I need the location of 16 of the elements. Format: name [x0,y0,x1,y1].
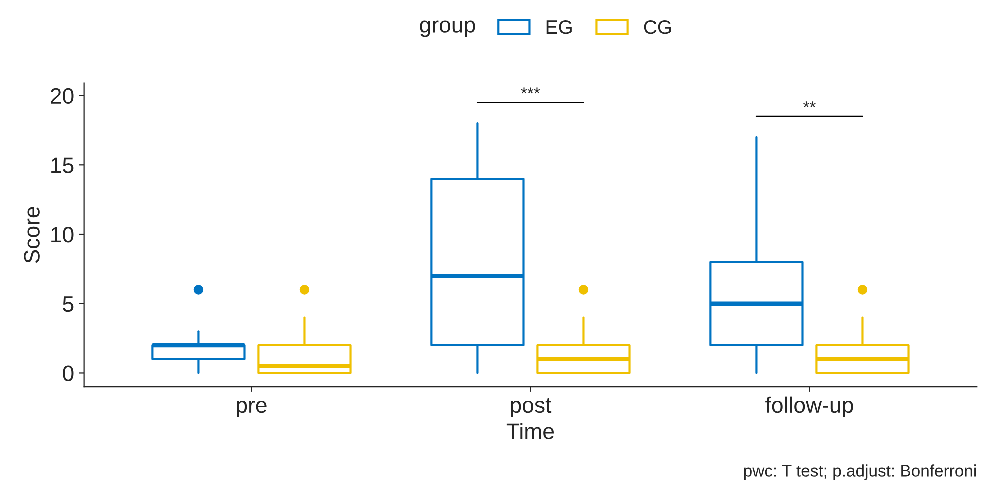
y-tick-label: 20 [51,88,74,104]
y-tick-label: 5 [63,296,74,312]
x-tick-label: follow-up [766,396,854,418]
legend-title: group [420,20,476,38]
x-tick-label: pre [237,400,267,418]
y-tick-label: 15 [52,158,74,174]
y-tick-label: 0 [63,366,74,382]
annotation: *** [521,88,540,94]
y-axis-title: Score [24,207,40,264]
y-tick-label: 10 [52,227,74,243]
annotation: ** [804,102,816,108]
x-axis-title: Time [506,423,554,440]
legend-label: EG [546,20,572,34]
text: pwc: T test; p.adjust: Bonferroni [744,464,976,480]
x-tick-label: post [511,398,552,418]
legend-label: CG [644,20,672,34]
